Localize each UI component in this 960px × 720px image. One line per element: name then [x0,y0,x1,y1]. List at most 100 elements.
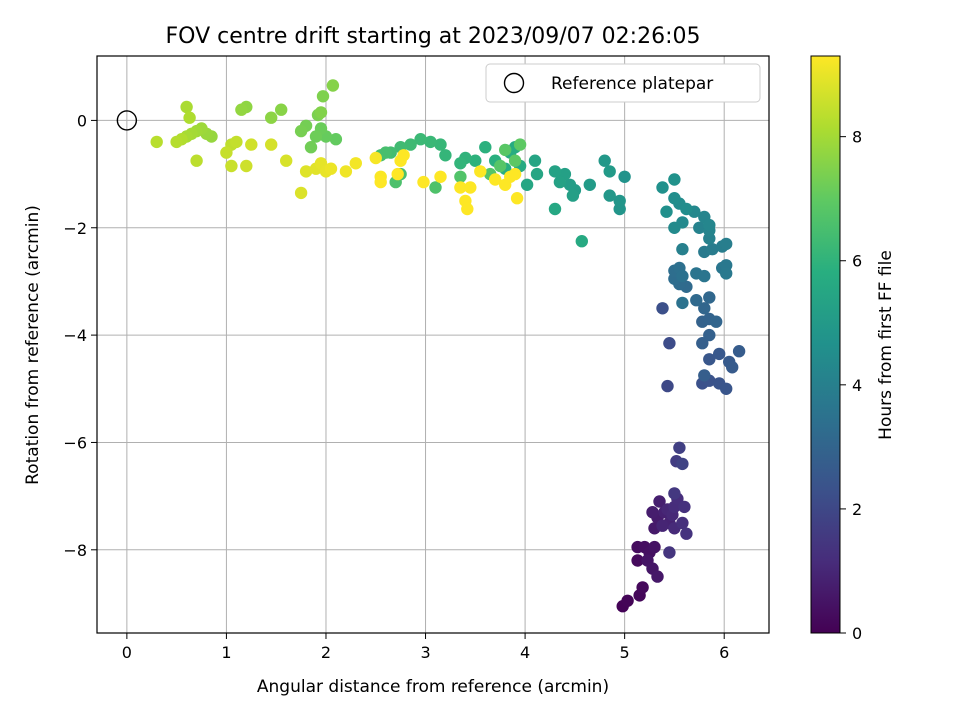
data-point [656,519,669,532]
data-point [563,178,577,191]
data-point [294,186,308,200]
data-point [404,138,417,151]
data-point [479,141,492,154]
x-axis-ticks: 0 1 2 3 4 5 6 [122,633,729,662]
data-point [235,103,248,116]
data-point [680,527,693,540]
colorbar-gradient [810,55,841,634]
legend-marker [503,72,525,94]
data-point [720,267,733,280]
data-point [703,291,716,304]
data-point [668,173,681,186]
data-point [339,165,353,178]
data-point [548,202,562,216]
y-tick-label: 0 [77,111,87,130]
data-point [429,181,442,194]
x-tick-label: 0 [122,643,132,662]
x-tick-label: 5 [620,643,630,662]
legend-box [485,63,761,103]
data-point [530,167,544,181]
y-axis-ticks: 0 −2 −4 −6 −8 [63,111,97,560]
data-point [678,500,691,514]
data-point [275,103,288,116]
x-tick-label: 2 [321,643,331,662]
y-tick-label: −8 [63,541,87,560]
data-point [656,181,669,194]
data-point [703,328,716,342]
data-point [508,167,522,181]
data-point [720,382,733,395]
data-point [720,237,733,251]
reference-marker-group [116,110,138,131]
data-point [508,154,522,167]
data-point [299,165,313,178]
data-point [680,202,693,216]
data-point [566,189,580,202]
data-point [397,149,410,162]
data-point [513,138,527,151]
data-points [150,79,746,613]
data-point [245,138,258,151]
data-point [190,154,203,167]
data-point [489,173,502,186]
data-point [520,178,534,191]
data-point [510,192,524,205]
data-point [668,192,681,205]
data-point [668,221,681,234]
data-point [240,159,253,173]
data-point [180,100,193,114]
data-point [183,111,196,124]
data-point [696,337,709,350]
x-tick-label: 1 [221,643,231,662]
colorbar-tick-label: 0 [852,624,862,643]
data-point [494,159,507,173]
data-point [316,90,330,103]
data-point [474,165,487,178]
data-point [499,143,512,157]
plot-frame [96,55,770,634]
legend: Reference platepar [485,63,761,103]
data-point [653,495,666,508]
y-tick-label: −4 [63,326,87,345]
data-point [553,175,567,189]
data-point [698,369,711,382]
colorbar: 0 2 4 6 8 Hours from first FF file [810,55,896,643]
data-point [631,554,644,567]
data-point [676,296,689,310]
chart-title: FOV centre drift starting at 2023/09/07 … [166,24,701,49]
data-point [329,133,343,146]
data-point [660,205,673,218]
data-point [583,178,596,191]
data-point [469,154,482,167]
x-axis-label: Angular distance from reference (arcmin) [257,677,609,697]
x-tick-label: 6 [719,643,729,662]
data-point [464,181,477,194]
data-point [461,202,474,216]
data-point [603,165,616,178]
data-point [369,151,382,165]
data-point [726,361,739,374]
data-point [710,315,723,328]
data-point [732,345,746,358]
data-point [676,243,689,256]
colorbar-label: Hours from first FF file [876,250,896,440]
data-point [656,302,669,315]
x-tick-label: 3 [420,643,430,662]
data-point [613,194,626,208]
data-point [417,175,430,189]
data-point [528,154,542,167]
data-point [294,124,308,138]
data-point [621,594,634,607]
data-point [618,170,631,183]
data-point [676,269,689,283]
y-tick-label: −2 [63,219,87,238]
data-point [673,441,686,454]
data-point [280,154,293,167]
data-point [603,189,616,202]
data-point [326,79,340,92]
data-point [703,218,716,232]
data-point [648,540,661,554]
data-point [454,181,467,194]
data-point [598,154,611,167]
